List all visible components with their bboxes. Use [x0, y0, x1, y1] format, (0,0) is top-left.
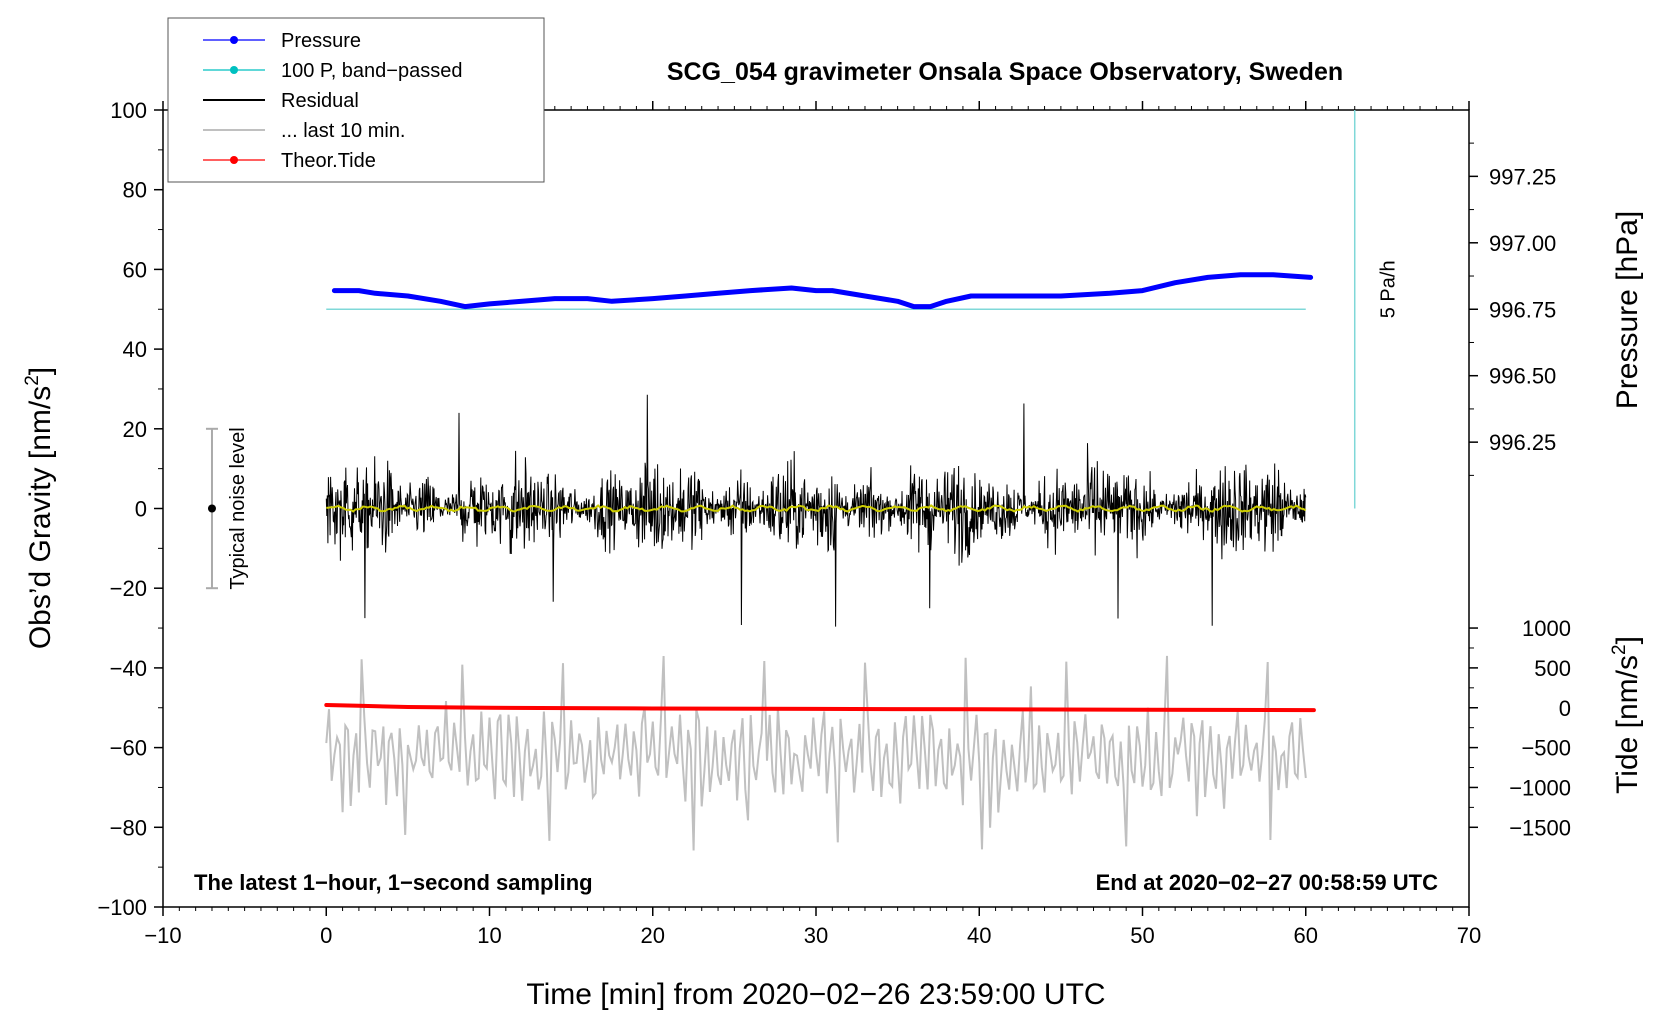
legend-label-band-passed: 100 P, band−passed [281, 60, 462, 82]
tide-tick-label: −1000 [1509, 775, 1571, 800]
rate-scale-label: 5 Pa/h [1378, 260, 1400, 318]
legend-item-pressure: Pressure [203, 30, 361, 52]
legend-item-last-10-min: ... last 10 min. [203, 120, 406, 142]
x-tick-label: 30 [804, 923, 828, 948]
x-tick-label: 10 [477, 923, 501, 948]
y-tick-label: 80 [123, 178, 147, 203]
annotation-end-time: End at 2020−02−27 00:58:59 UTC [1096, 870, 1439, 895]
legend-item-band-passed: 100 P, band−passed [203, 60, 462, 82]
pressure-tick-label: 996.75 [1489, 297, 1556, 322]
x-tick-label: 0 [320, 923, 332, 948]
noise-bar-dot [207, 504, 216, 513]
legend-marker-band-passed [230, 66, 238, 74]
rate-scale: 5 Pa/h [1353, 110, 1400, 509]
tide-trace [324, 703, 1316, 713]
pressure-tick-label: 996.50 [1489, 364, 1556, 389]
series-layer [324, 272, 1316, 851]
tide-tick-label: 0 [1559, 696, 1571, 721]
y-tick-label: 60 [123, 257, 147, 282]
y-axis-left: −100 −80 −60 −40 −20 0 20 40 60 80 100 [97, 98, 163, 920]
y-tick-label: −60 [110, 736, 147, 761]
legend-item-residual: Residual [203, 90, 359, 112]
x-axis: −10 0 10 20 30 40 50 60 70 [144, 101, 1481, 948]
pressure-trace [331, 272, 1314, 310]
y-axis-label-left: Obs’d Gravity [nm/s2] [22, 367, 57, 649]
legend: Pressure 100 P, band−passed Residual ...… [167, 17, 545, 183]
pressure-tick-label: 996.25 [1489, 430, 1556, 455]
legend-item-theor-tide: Theor.Tide [203, 150, 376, 172]
legend-label-pressure: Pressure [281, 30, 361, 52]
pressure-tick-label: 997.25 [1489, 164, 1556, 189]
annotation-sampling: The latest 1−hour, 1−second sampling [194, 870, 593, 895]
tide-tick-label: −1500 [1509, 815, 1571, 840]
residual-mean-trace [326, 504, 1307, 513]
y-tick-label: 20 [123, 417, 147, 442]
y-tick-label: 100 [110, 98, 147, 123]
legend-marker-theor-tide [230, 156, 238, 164]
chart-title: SCG_054 gravimeter Onsala Space Observat… [667, 58, 1343, 86]
tide-tick-label: 500 [1534, 656, 1571, 681]
x-tick-label: 70 [1457, 923, 1481, 948]
noise-bar-label: Typical noise level [227, 427, 249, 589]
y-tick-label: 0 [135, 497, 147, 522]
x-tick-label: 60 [1294, 923, 1318, 948]
x-tick-label: 50 [1130, 923, 1154, 948]
y-axis-tide: −1500 −1000 −500 0 500 1000 [1469, 616, 1571, 840]
y-tick-label: −20 [110, 576, 147, 601]
y-tick-label: −40 [110, 656, 147, 681]
x-tick-label: 40 [967, 923, 991, 948]
last-10-min-trace [325, 655, 1307, 851]
tide-tick-label: 1000 [1522, 616, 1571, 641]
x-tick-label: 20 [641, 923, 665, 948]
typical-noise-bar: Typical noise level [205, 427, 249, 590]
legend-label-theor-tide: Theor.Tide [281, 150, 376, 172]
y-tick-label: 40 [123, 337, 147, 362]
residual-trace [325, 394, 1307, 627]
x-tick-label: −10 [144, 923, 181, 948]
legend-label-last-10-min: ... last 10 min. [281, 120, 406, 142]
pressure-tick-label: 997.00 [1489, 231, 1556, 256]
tide-tick-label: −500 [1521, 736, 1571, 761]
x-axis-label: Time [min] from 2020−02−26 23:59:00 UTC [526, 978, 1105, 1011]
y-tick-label: −100 [97, 895, 147, 920]
legend-marker-pressure [230, 36, 238, 44]
y-axis-label-tide: Tide [nm/s2] [1609, 636, 1644, 794]
y-axis-pressure: 996.25 996.50 996.75 997.00 997.25 [1469, 142, 1556, 476]
legend-label-residual: Residual [281, 90, 359, 112]
y-tick-label: −80 [110, 815, 147, 840]
y-axis-label-pressure: Pressure [hPa] [1611, 211, 1644, 409]
